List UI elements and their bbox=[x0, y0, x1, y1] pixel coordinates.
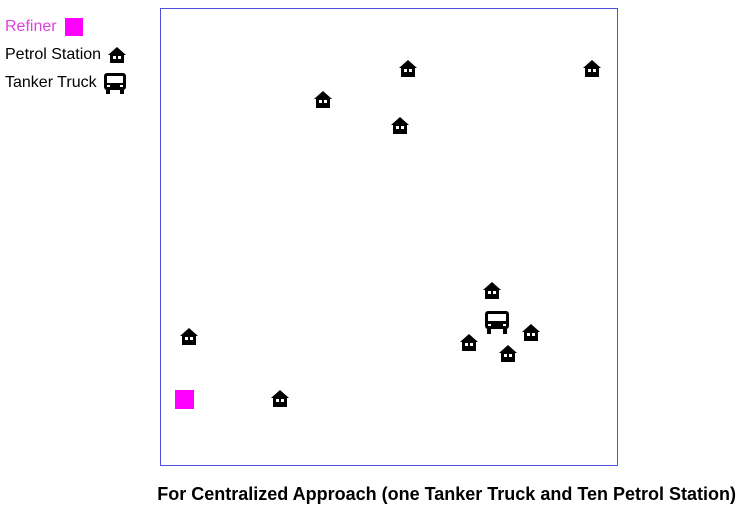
petrol-station-icon bbox=[314, 91, 332, 108]
petrol-station-icon bbox=[391, 117, 409, 134]
petrol-station-icon bbox=[499, 345, 517, 362]
petrol-station-icon bbox=[583, 60, 601, 77]
figure-caption: For Centralized Approach (one Tanker Tru… bbox=[157, 484, 736, 504]
petrol-station-icon bbox=[180, 328, 198, 345]
tanker-truck-icon bbox=[103, 73, 126, 94]
tanker-truck-icon bbox=[485, 311, 509, 334]
legend-refiner-label: Refiner bbox=[5, 18, 57, 35]
map-area bbox=[160, 8, 618, 466]
petrol-station-icon bbox=[399, 60, 417, 77]
legend-truck-label: Tanker Truck bbox=[5, 74, 97, 91]
petrol-station-icon bbox=[271, 390, 289, 407]
petrol-station-icon bbox=[483, 282, 501, 299]
petrol-station-icon bbox=[108, 47, 127, 63]
refiner-square-icon bbox=[64, 18, 83, 36]
petrol-station-icon bbox=[522, 324, 540, 341]
legend-station-label: Petrol Station bbox=[5, 46, 102, 63]
refiner-square-icon bbox=[175, 390, 194, 409]
legend-tanker-truck: Tanker Truck bbox=[5, 72, 127, 94]
legend-petrol-station: Petrol Station bbox=[5, 44, 127, 66]
petrol-station-icon bbox=[460, 334, 478, 351]
legend-refiner: Refiner bbox=[5, 16, 83, 38]
